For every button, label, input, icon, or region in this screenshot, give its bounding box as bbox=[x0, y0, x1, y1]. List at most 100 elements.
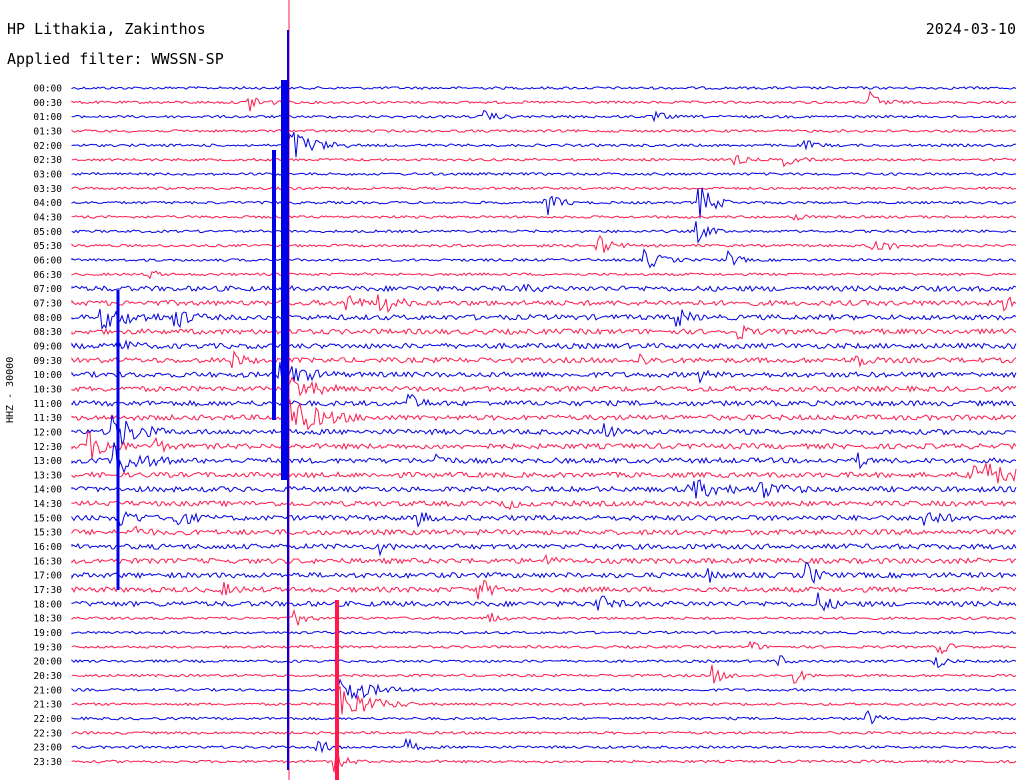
time-tick-label: 06:00 bbox=[33, 256, 62, 267]
time-tick-label: 20:00 bbox=[33, 657, 62, 668]
trace-row-1730 bbox=[71, 579, 1017, 600]
time-tick-label: 23:00 bbox=[33, 743, 62, 754]
trace-row-1200 bbox=[71, 415, 1017, 446]
trace-row-2300 bbox=[71, 737, 1017, 754]
time-tick-label: 03:00 bbox=[33, 170, 62, 181]
time-tick-label: 14:00 bbox=[33, 485, 62, 496]
trace-row-0530 bbox=[71, 235, 1017, 253]
trace-row-2130 bbox=[71, 686, 1017, 715]
trace-row-0630 bbox=[71, 270, 1017, 280]
time-tick-label: 01:30 bbox=[33, 127, 62, 138]
time-tick-label: 12:00 bbox=[33, 427, 62, 438]
time-tick-label: 20:30 bbox=[33, 671, 62, 682]
trace-row-2000 bbox=[71, 655, 1017, 669]
trace-row-1400 bbox=[71, 479, 1017, 499]
time-tick-label: 22:00 bbox=[33, 714, 62, 725]
trace-row-1530 bbox=[71, 525, 1017, 536]
trace-row-0400 bbox=[71, 187, 1017, 219]
trace-row-0330 bbox=[71, 186, 1017, 191]
time-tick-label: 23:30 bbox=[33, 757, 62, 768]
time-tick-label: 00:00 bbox=[33, 84, 62, 95]
trace-row-1900 bbox=[71, 630, 1017, 635]
time-tick-label: 08:00 bbox=[33, 313, 62, 324]
trace-row-1600 bbox=[71, 542, 1017, 557]
trace-row-1230 bbox=[71, 430, 1017, 460]
time-tick-label: 07:30 bbox=[33, 298, 62, 309]
trace-row-2100 bbox=[71, 678, 1017, 700]
trace-row-0100 bbox=[71, 109, 1017, 123]
trace-row-0900 bbox=[71, 339, 1017, 353]
time-tick-label: 09:00 bbox=[33, 341, 62, 352]
time-tick-label: 12:30 bbox=[33, 442, 62, 453]
trace-row-2200 bbox=[71, 710, 1017, 725]
time-tick-label: 16:30 bbox=[33, 556, 62, 567]
time-tick-label: 17:30 bbox=[33, 585, 62, 596]
time-tick-label: 11:30 bbox=[33, 413, 62, 424]
trace-row-0200 bbox=[71, 132, 1016, 158]
time-tick-label: 09:30 bbox=[33, 356, 62, 367]
time-tick-label: 11:00 bbox=[33, 399, 62, 410]
time-tick-label: 14:30 bbox=[33, 499, 62, 510]
station-title: HP Lithakia, Zakinthos bbox=[7, 20, 206, 38]
trace-row-1030 bbox=[71, 376, 1017, 404]
time-tick-label: 10:30 bbox=[33, 384, 62, 395]
time-tick-label: 21:00 bbox=[33, 685, 62, 696]
trace-row-1500 bbox=[71, 511, 1017, 528]
trace-row-0030 bbox=[71, 90, 1017, 112]
time-tick-label: 19:00 bbox=[33, 628, 62, 639]
time-tick-label: 08:30 bbox=[33, 327, 62, 338]
trace-row-0830 bbox=[71, 324, 1017, 340]
time-tick-label: 19:30 bbox=[33, 642, 62, 653]
time-tick-label: 10:00 bbox=[33, 370, 62, 381]
time-tick-label: 06:30 bbox=[33, 270, 62, 281]
time-tick-label: 13:30 bbox=[33, 470, 62, 481]
trace-row-1830 bbox=[71, 608, 1017, 626]
time-tick-label: 04:30 bbox=[33, 213, 62, 224]
trace-row-1430 bbox=[71, 499, 1017, 511]
time-tick-label: 07:00 bbox=[33, 284, 62, 295]
trace-row-0230 bbox=[71, 154, 1017, 168]
time-tick-label: 05:30 bbox=[33, 241, 62, 252]
time-tick-label: 02:00 bbox=[33, 141, 62, 152]
trace-row-0130 bbox=[71, 128, 1017, 133]
trace-row-0430 bbox=[71, 213, 1017, 221]
trace-row-0730 bbox=[71, 294, 1017, 313]
trace-row-1800 bbox=[71, 592, 1017, 612]
trace-row-1130 bbox=[71, 399, 1017, 431]
date-label: 2024-03-10 bbox=[925, 20, 1016, 38]
trace-row-0000 bbox=[71, 86, 1017, 90]
trace-row-1330 bbox=[71, 461, 1017, 484]
time-tick-label: 01:00 bbox=[33, 112, 62, 123]
time-tick-label: 18:30 bbox=[33, 614, 62, 625]
trace-row-2230 bbox=[71, 730, 1017, 735]
time-tick-label: 21:30 bbox=[33, 700, 62, 711]
time-tick-label: 02:30 bbox=[33, 155, 62, 166]
trace-row-2030 bbox=[71, 664, 1017, 684]
time-tick-label: 22:30 bbox=[33, 728, 62, 739]
trace-row-0700 bbox=[71, 283, 1017, 293]
time-tick-label: 16:00 bbox=[33, 542, 62, 553]
trace-row-2330 bbox=[71, 752, 1017, 773]
time-tick-label: 13:00 bbox=[33, 456, 62, 467]
trace-row-1700 bbox=[71, 561, 1017, 585]
time-tick-label: 17:00 bbox=[33, 571, 62, 582]
time-tick-label: 05:00 bbox=[33, 227, 62, 238]
time-tick-label: 15:30 bbox=[33, 528, 62, 539]
trace-row-0500 bbox=[71, 221, 1017, 244]
trace-row-0800 bbox=[71, 308, 1017, 331]
time-tick-label: 03:30 bbox=[33, 184, 62, 195]
trace-row-1930 bbox=[71, 640, 1016, 655]
trace-row-1000 bbox=[71, 361, 1017, 385]
trace-row-1300 bbox=[71, 442, 1017, 478]
time-tick-label: 18:00 bbox=[33, 599, 62, 610]
time-tick-label: 00:30 bbox=[33, 98, 62, 109]
trace-row-0930 bbox=[71, 349, 1017, 369]
trace-row-0600 bbox=[71, 248, 1017, 269]
trace-row-0300 bbox=[71, 171, 1017, 176]
trace-row-1630 bbox=[71, 554, 1017, 565]
time-tick-label: 04:00 bbox=[33, 198, 62, 209]
time-tick-label: 15:00 bbox=[33, 513, 62, 524]
filter-label: Applied filter: WWSSN-SP bbox=[7, 50, 224, 68]
trace-row-1100 bbox=[71, 393, 1017, 407]
